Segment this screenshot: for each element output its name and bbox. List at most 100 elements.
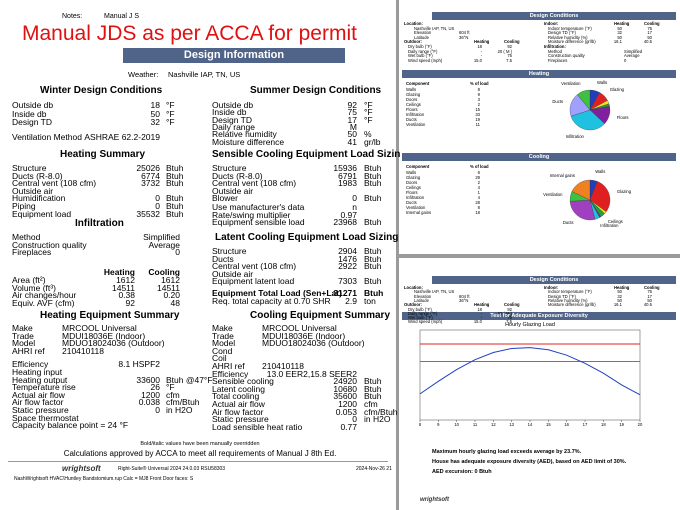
dc-text: 75 <box>647 289 652 295</box>
row-unit: Btuh <box>364 383 382 394</box>
dc-text: Indoor temperature (°F) <box>548 25 592 31</box>
row-unit: Btuh <box>166 163 184 173</box>
row-label: Use manufacturer's data <box>212 202 305 212</box>
dc-heading: Cooling <box>504 302 520 308</box>
row-label: Trade <box>12 330 34 341</box>
dc-text: Wet bulb (°F) <box>408 53 433 59</box>
row-unit: Btuh <box>364 391 382 402</box>
row-value: 0 <box>155 193 160 204</box>
row-label: Outside air <box>12 185 54 196</box>
x-tick-label: 8 <box>418 422 422 427</box>
row-unit: °F <box>364 114 373 125</box>
row-value: 7303 <box>338 276 357 287</box>
row-label: Equipment sensible load <box>212 217 305 228</box>
row-value: 14511 <box>156 282 180 293</box>
table-value: 11 <box>475 122 480 127</box>
dc-text: 15.0 <box>473 57 482 63</box>
row-value: 0.77 <box>340 421 357 432</box>
row-value: 0 <box>155 201 160 211</box>
right-top-page <box>399 0 680 254</box>
row-value: 1983 <box>338 178 357 189</box>
x-tick-label: 11 <box>472 422 478 427</box>
dc-text: 0 <box>624 57 627 63</box>
dc-text: Design TD (°F) <box>548 293 576 299</box>
row-unit: °F <box>364 107 373 118</box>
dc-text: 50 <box>617 297 622 303</box>
x-tick-label: 19 <box>619 422 624 427</box>
row-label: Efficiency <box>212 368 249 379</box>
dc-heading: Heating <box>474 302 490 308</box>
row-label: Make <box>12 323 33 333</box>
row-label: Daily range <box>212 121 255 132</box>
pie-label: Ventilation <box>561 80 581 86</box>
row-label: Actual air flow <box>12 389 65 400</box>
overlay-title: Manual JDS as per ACCA for permit <box>22 22 357 45</box>
table-label: Ducts <box>406 200 417 205</box>
notes-label: Notes: <box>62 13 83 20</box>
dc-text: 604 ft <box>459 293 470 299</box>
row-value: Average <box>148 239 180 250</box>
row-value: 6791 <box>338 170 357 181</box>
row-label: Trade <box>212 330 234 341</box>
row-value: 0.20 <box>163 290 180 301</box>
x-tick-label: 20 <box>637 422 643 427</box>
row-unit: Btuh <box>166 208 184 219</box>
table-value: 28 <box>475 200 480 205</box>
table-header: % of load <box>470 164 489 169</box>
dc-text: 7.5 <box>506 57 512 63</box>
table-value: 19 <box>475 117 480 122</box>
row-unit: Btuh <box>364 193 382 204</box>
table-value: 8 <box>477 87 480 92</box>
dc-text: 75 <box>507 53 512 59</box>
row-label: Moisture difference <box>212 136 285 147</box>
row-value: 41 <box>347 136 357 147</box>
row-label: Construction quality <box>12 239 87 250</box>
table-label: Ventilation <box>406 205 426 210</box>
row-value: 6774 <box>141 170 160 181</box>
table-header: Cooling <box>148 267 180 277</box>
left-page <box>0 0 396 510</box>
pie-slice <box>569 199 596 221</box>
row-label: Load sensible heat ratio <box>212 421 303 432</box>
row-unit: Btuh <box>364 246 382 256</box>
x-tick-label: 12 <box>490 422 496 427</box>
section-heading: Heating Summary <box>60 149 146 160</box>
section-heading: Cooling Equipment Summary <box>250 310 391 321</box>
row-value: MDUO18024036 (Outdoor) <box>62 338 165 349</box>
row-label: Structure <box>212 163 247 173</box>
row-label: Total cooling <box>212 391 260 402</box>
dc-text: 40.5 <box>643 39 652 45</box>
row-value: Simplified <box>143 232 180 242</box>
dc-text: 92 <box>507 44 512 49</box>
row-value: 8.1 HSPF2 <box>118 359 160 370</box>
row-label: Static pressure <box>212 414 269 425</box>
table-value: 33 <box>475 112 480 117</box>
table-label: Walls <box>406 87 417 92</box>
table-label: Ducts <box>406 117 417 122</box>
row-label: Model <box>212 338 236 349</box>
row-unit: in H2O <box>364 414 391 425</box>
pie-label: Glazing <box>609 87 624 93</box>
pie-label: Floors <box>616 114 629 120</box>
pie-label: Walls <box>595 169 606 175</box>
row-value: 1200 <box>141 389 160 400</box>
dc-text: Fireplaces <box>548 57 568 63</box>
dc-text: 18 <box>477 306 482 312</box>
row-value: MDUI18036E (Indoor) <box>62 330 146 341</box>
x-tick-label: 10 <box>454 422 459 427</box>
pie-label: Ceilings <box>607 218 623 224</box>
row-label: Equiv. AVF (cfm) <box>12 297 75 308</box>
table-label: Doors <box>406 180 418 185</box>
row-value: 0.38 <box>118 290 135 301</box>
header-bar <box>402 153 676 161</box>
row-value: 0 <box>155 405 160 415</box>
dc-text: 16.1 <box>613 302 622 308</box>
row-unit: Btuh <box>364 170 382 181</box>
dc-heading: Indoor: <box>544 21 559 26</box>
dc-text: Relative humidity (%) <box>548 34 588 40</box>
logo: wrightsoft <box>420 497 449 503</box>
row-value: 0.053 <box>335 406 357 417</box>
row-value: 0 <box>175 247 180 258</box>
row-label: Volume (ft³) <box>12 282 56 293</box>
dc-text: 50 <box>647 34 652 40</box>
